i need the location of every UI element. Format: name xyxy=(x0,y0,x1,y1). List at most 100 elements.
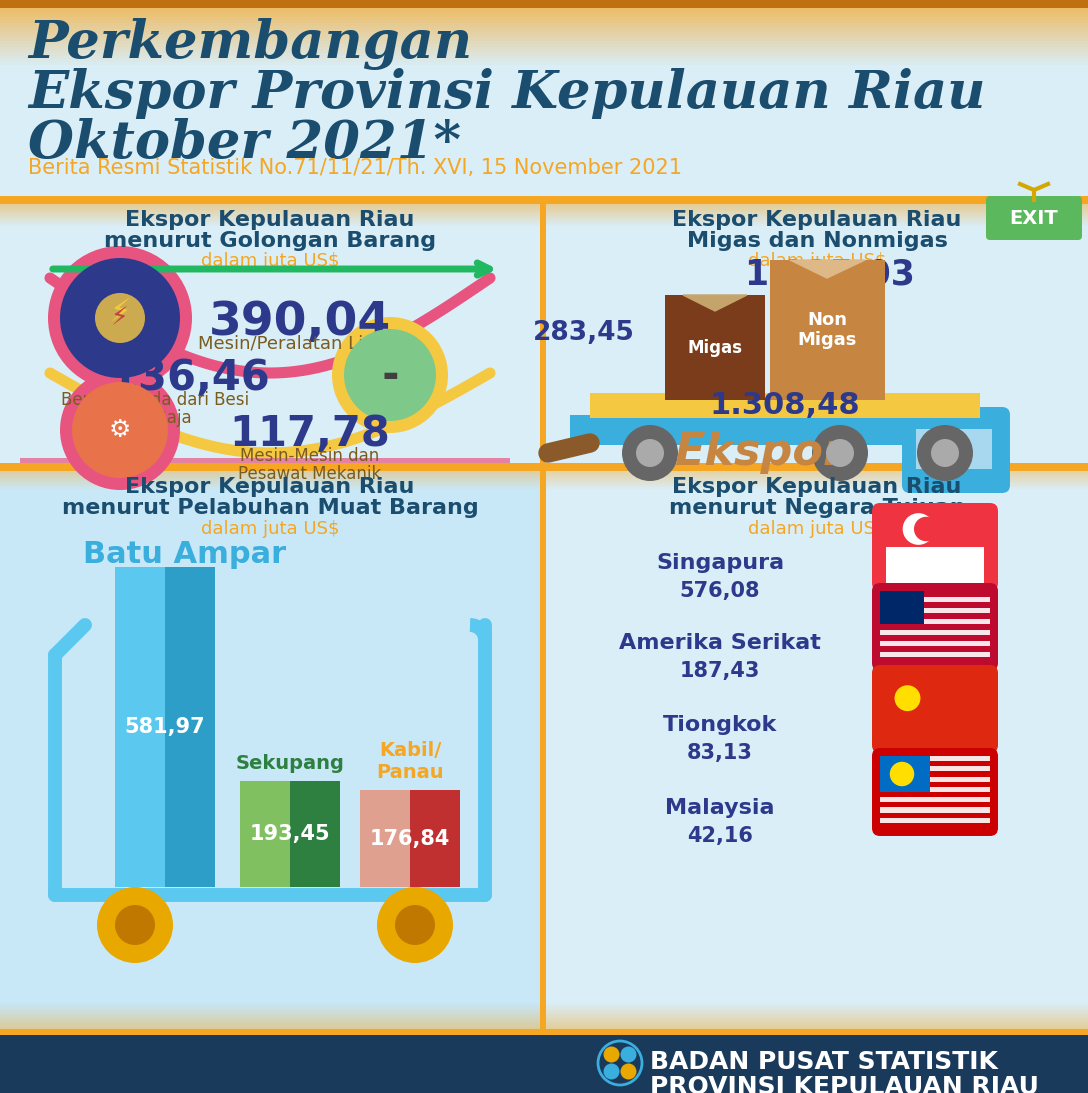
Bar xyxy=(880,802,990,808)
Circle shape xyxy=(914,517,939,541)
Bar xyxy=(0,473,1088,475)
Bar xyxy=(0,1029,1088,1031)
Circle shape xyxy=(60,258,180,378)
Circle shape xyxy=(917,425,973,481)
Bar xyxy=(0,52,1088,56)
Bar xyxy=(0,204,540,463)
Bar xyxy=(880,591,924,624)
Text: dalam juta US$: dalam juta US$ xyxy=(747,252,887,270)
FancyBboxPatch shape xyxy=(871,748,998,836)
Circle shape xyxy=(60,371,180,490)
Bar xyxy=(0,1015,1088,1016)
Bar xyxy=(0,42,1088,44)
Bar xyxy=(0,224,1088,226)
Text: 83,13: 83,13 xyxy=(687,743,753,763)
Circle shape xyxy=(115,905,154,945)
Text: Non
Migas: Non Migas xyxy=(798,310,856,350)
Bar xyxy=(880,602,990,608)
Bar xyxy=(0,1011,1088,1013)
Bar xyxy=(0,1021,1088,1023)
Bar xyxy=(0,481,1088,483)
Text: Ekspor Kepulauan Riau: Ekspor Kepulauan Riau xyxy=(672,477,962,497)
Bar xyxy=(880,766,990,772)
Bar xyxy=(880,624,990,630)
Bar xyxy=(880,591,990,597)
Bar xyxy=(0,1023,1088,1025)
Text: Berita Resmi Statistik No.71/11/21/Th. XVI, 15 November 2021: Berita Resmi Statistik No.71/11/21/Th. X… xyxy=(28,158,682,178)
Text: Malaysia: Malaysia xyxy=(665,798,775,818)
Bar xyxy=(880,792,990,797)
Text: Batu Ampar: Batu Ampar xyxy=(84,540,286,569)
Bar xyxy=(290,781,339,888)
Text: 42,16: 42,16 xyxy=(687,826,753,846)
FancyBboxPatch shape xyxy=(902,407,1010,493)
Bar xyxy=(0,204,1088,205)
Bar xyxy=(0,216,1088,218)
FancyBboxPatch shape xyxy=(871,583,998,671)
Bar xyxy=(0,218,1088,220)
Text: 117,78: 117,78 xyxy=(230,413,391,455)
Bar xyxy=(0,50,1088,52)
Text: Ekspor: Ekspor xyxy=(675,432,845,474)
Bar xyxy=(880,608,990,613)
Bar xyxy=(0,1004,1088,1007)
Text: EXIT: EXIT xyxy=(1010,209,1059,227)
Bar xyxy=(0,35,1088,38)
Bar xyxy=(0,463,1088,471)
Text: dalam juta US$: dalam juta US$ xyxy=(747,520,887,538)
Bar xyxy=(0,62,1088,64)
Text: Benda-benda dari Besi: Benda-benda dari Besi xyxy=(61,391,249,409)
Text: PROVINSI KEPULAUAN RIAU: PROVINSI KEPULAUAN RIAU xyxy=(650,1076,1039,1093)
Bar xyxy=(0,26,1088,30)
Bar xyxy=(0,17,1088,20)
Text: Mesin/Peralatan Listrik: Mesin/Peralatan Listrik xyxy=(198,334,403,353)
Bar xyxy=(0,208,1088,210)
FancyBboxPatch shape xyxy=(986,196,1081,240)
Bar xyxy=(880,597,990,602)
Text: Migas dan Nonmigas: Migas dan Nonmigas xyxy=(687,231,948,251)
Bar xyxy=(95,889,445,900)
Circle shape xyxy=(812,425,868,481)
Bar xyxy=(570,415,970,445)
Text: dan Baja: dan Baja xyxy=(119,409,191,427)
Circle shape xyxy=(344,329,436,421)
Bar xyxy=(916,428,992,469)
Bar xyxy=(0,1029,1088,1035)
Text: 193,45: 193,45 xyxy=(249,824,331,844)
Circle shape xyxy=(903,513,935,544)
Bar xyxy=(0,38,1088,42)
Text: menurut Golongan Barang: menurut Golongan Barang xyxy=(104,231,436,251)
Bar xyxy=(360,790,410,888)
Bar xyxy=(0,32,1088,35)
Bar xyxy=(240,781,290,888)
Bar xyxy=(0,1033,1088,1093)
Circle shape xyxy=(378,888,453,963)
Text: Ekspor Kepulauan Riau: Ekspor Kepulauan Riau xyxy=(125,210,415,230)
Circle shape xyxy=(72,381,168,478)
Text: 1.308,48: 1.308,48 xyxy=(709,391,861,421)
Bar xyxy=(0,471,540,1033)
Bar xyxy=(0,214,1088,216)
Polygon shape xyxy=(790,260,865,278)
Bar xyxy=(546,204,1088,463)
Text: Oktober 2021*: Oktober 2021* xyxy=(28,118,461,169)
Bar xyxy=(0,1007,1088,1009)
Bar xyxy=(880,640,990,646)
Text: ⚙: ⚙ xyxy=(109,418,132,442)
Text: Mesin-Mesin dan: Mesin-Mesin dan xyxy=(240,447,380,465)
Bar xyxy=(115,567,165,888)
Circle shape xyxy=(931,439,959,467)
Bar xyxy=(546,471,1088,1033)
Bar xyxy=(0,222,1088,224)
Bar xyxy=(880,818,990,823)
Bar xyxy=(0,1009,1088,1011)
Text: Migas: Migas xyxy=(688,339,742,357)
Circle shape xyxy=(636,439,664,467)
Bar xyxy=(0,202,1088,204)
Bar xyxy=(540,196,546,1093)
Text: Tiongkok: Tiongkok xyxy=(663,715,777,734)
Bar xyxy=(886,546,984,583)
Bar xyxy=(880,613,990,619)
Bar xyxy=(0,47,1088,50)
Bar xyxy=(880,797,990,802)
